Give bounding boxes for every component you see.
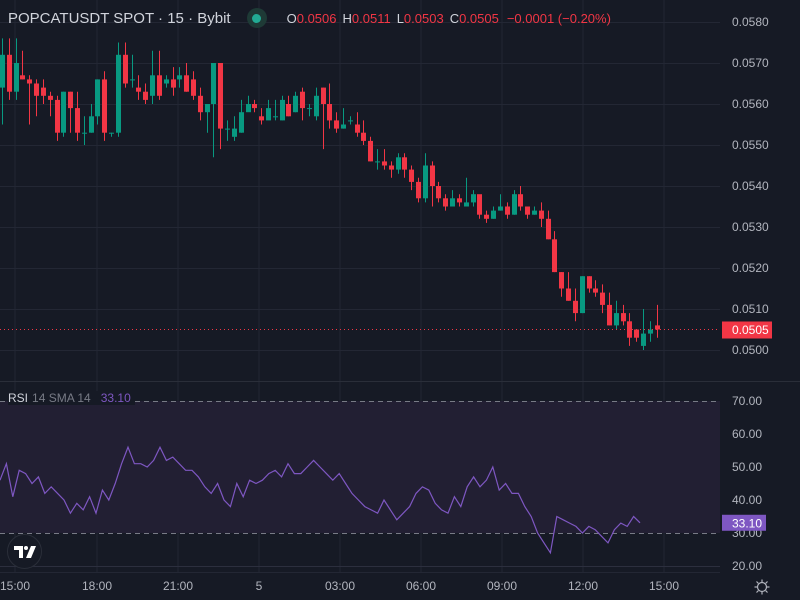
- high-label: H: [342, 10, 352, 26]
- rsi-value-tag-text: 33.10: [732, 516, 762, 530]
- ohlc-values: O 0.0506 H 0.0511 L 0.0503 C 0.0505 −0.0001 …: [281, 11, 611, 26]
- price-tick: 0.0530: [732, 220, 769, 234]
- symbol-title[interactable]: POPCATUSDT SPOT · 15 · Bybit: [8, 10, 231, 27]
- rsi-tick: 50.00: [732, 460, 762, 474]
- exchange-label: Bybit: [197, 9, 231, 27]
- rsi-params: 14 SMA 14: [32, 391, 91, 405]
- price-tick: 0.0560: [732, 97, 769, 111]
- candles: [0, 38, 660, 350]
- symbol-legend: POPCATUSDT SPOT · 15 · Bybit O 0.0506 H 0.…: [8, 8, 611, 28]
- price-change: −0.0001 (−0.20%): [506, 10, 611, 26]
- low-label: L: [396, 10, 404, 26]
- time-tick: 15:00: [0, 579, 30, 593]
- time-axis[interactable]: 15:00 18:00 21:00 5 03:00 06:00 09:00 12:00 15:0…: [0, 579, 679, 593]
- rsi-value-tag: [722, 514, 766, 531]
- rsi-line: [0, 445, 641, 555]
- time-tick: 5: [256, 579, 263, 593]
- interval-label: 15: [167, 9, 184, 27]
- low-value: 0.0503: [403, 10, 444, 26]
- rsi-tick: 20.00: [732, 559, 762, 573]
- price-tick: 0.0540: [732, 179, 769, 193]
- last-price-value: 0.0505: [732, 323, 769, 337]
- time-tick: 09:00: [487, 579, 517, 593]
- tradingview-logo[interactable]: [7, 534, 42, 569]
- close-label: C: [449, 10, 460, 26]
- rsi-tick: 40.00: [732, 493, 762, 507]
- price-tick: 0.0570: [732, 56, 769, 70]
- high-value: 0.0511: [351, 10, 391, 26]
- time-tick: 03:00: [325, 579, 355, 593]
- rsi-tick: 60.00: [732, 427, 762, 441]
- time-tick: 18:00: [82, 579, 112, 593]
- price-tick: 0.0580: [732, 15, 769, 29]
- close-value: 0.0505: [459, 10, 499, 26]
- time-tick: 15:00: [649, 579, 679, 593]
- price-axis[interactable]: 0.0580 0.0570 0.0560 0.0550 0.0540 0.0530 0.05…: [732, 15, 769, 357]
- market-status-icon[interactable]: [246, 8, 267, 28]
- time-tick: 06:00: [406, 579, 436, 593]
- rsi-band: [0, 401, 720, 533]
- market-open-dot: [252, 13, 262, 23]
- price-tick: 0.0520: [732, 261, 769, 275]
- tradingview-logo-icon: [13, 545, 36, 558]
- rsi-name: RSI: [8, 391, 29, 405]
- price-tick: 0.0500: [732, 343, 769, 357]
- last-price-tag: [722, 321, 772, 339]
- gear-icon[interactable]: [754, 579, 770, 595]
- rsi-tick: 70.00: [732, 394, 762, 408]
- open-value: 0.0506: [296, 10, 337, 26]
- separator: ·: [153, 9, 168, 27]
- price-tick: 0.0550: [732, 138, 769, 152]
- price-tick: 0.0510: [732, 302, 769, 316]
- rsi-legend[interactable]: RSI 14 SMA 14 33.10: [8, 391, 135, 405]
- rsi-value: 33.10: [100, 391, 131, 405]
- time-tick: 21:00: [163, 579, 193, 593]
- time-tick: 12:00: [568, 579, 598, 593]
- separator: ·: [183, 9, 198, 27]
- symbol-name: POPCATUSDT SPOT: [8, 9, 154, 27]
- open-label: O: [286, 10, 297, 26]
